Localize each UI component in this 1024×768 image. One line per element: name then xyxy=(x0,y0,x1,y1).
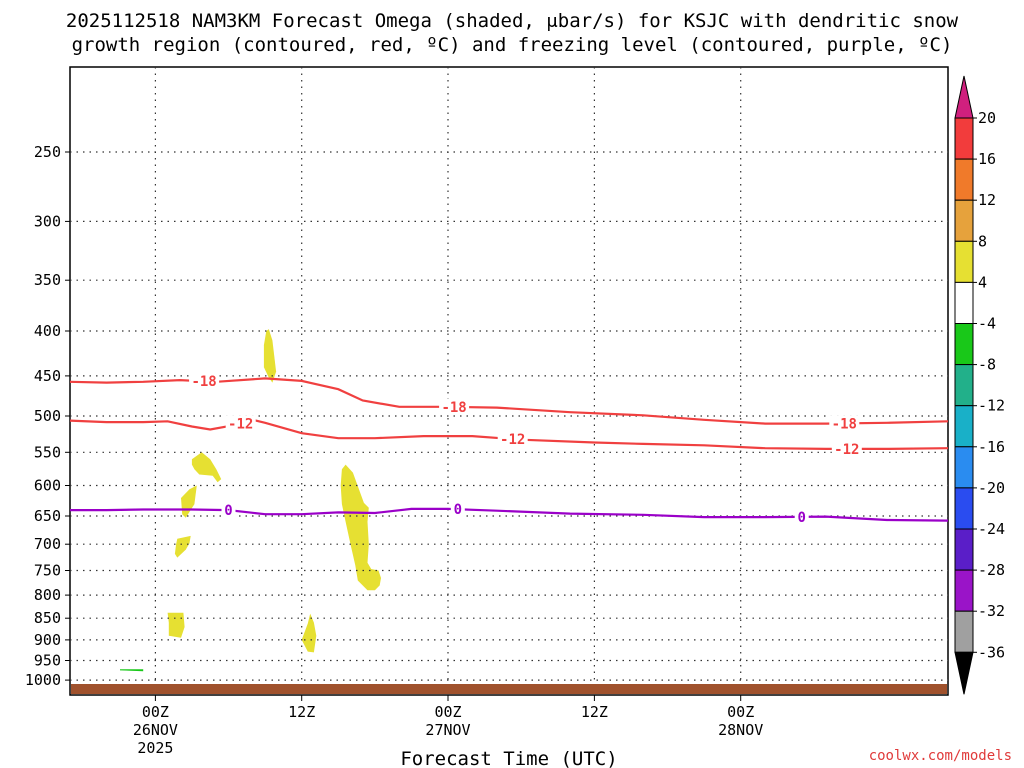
colorbar-bin-5 xyxy=(954,281,974,324)
colorbar-label-13: -32 xyxy=(978,602,1005,620)
contour-label-bg-3-1 xyxy=(221,502,236,519)
contour-line-1 xyxy=(69,377,949,425)
colorbar-bin-1 xyxy=(954,117,974,160)
colorbar-label-3: 12 xyxy=(978,191,996,209)
y-tick-label-250: 250 xyxy=(34,143,61,161)
colorbar-label-14: -36 xyxy=(978,643,1005,661)
y-tick-label-950: 950 xyxy=(34,652,61,670)
contour-label-bg-2-2 xyxy=(497,431,528,447)
colorbar-label-10: -20 xyxy=(978,479,1005,497)
contour-label-bg-3-2 xyxy=(450,501,465,518)
y-tick-label-600: 600 xyxy=(34,477,61,495)
y-tick-label-900: 900 xyxy=(34,631,61,649)
colorbar-label-6: -4 xyxy=(978,315,996,333)
colorbar-bin-13 xyxy=(954,610,974,653)
contour-label-bg-1-2 xyxy=(439,398,470,415)
contour-label-3-1: 0 xyxy=(224,503,232,519)
y-tick-label-750: 750 xyxy=(34,562,61,580)
colorbar-bin-4 xyxy=(954,240,974,283)
colorbar-bin-10 xyxy=(954,487,974,530)
omega-shade-region-3 xyxy=(340,464,381,591)
credit-text: coolwx.com/models xyxy=(869,748,1012,764)
y-tick-label-500: 500 xyxy=(34,407,61,425)
y-tick-label-650: 650 xyxy=(34,507,61,525)
colorbar-label-9: -16 xyxy=(978,438,1005,456)
x-tick-label-3: 00Z xyxy=(434,703,461,721)
colorbar-label-1: 20 xyxy=(978,109,996,127)
omega-shade-region-7 xyxy=(301,613,317,653)
colorbar-bin-9 xyxy=(954,446,974,489)
contour-label-1-2: -18 xyxy=(441,400,466,416)
x-tick-date-1: 26NOV xyxy=(133,721,178,739)
contour-label-3-3: 0 xyxy=(797,510,805,526)
colorbar-bin-11 xyxy=(954,528,974,571)
y-tick-label-550: 550 xyxy=(34,443,61,461)
y-tick-label-850: 850 xyxy=(34,609,61,627)
grid-layer xyxy=(70,67,948,695)
colorbar-arrow-bottom xyxy=(954,651,974,695)
contour-label-2-3: -12 xyxy=(834,442,859,458)
colorbar-bin-3 xyxy=(954,199,974,242)
colorbar-label-8: -12 xyxy=(978,397,1005,415)
colorbar-label-7: -8 xyxy=(978,356,996,374)
omega-shade-region-5 xyxy=(174,535,191,558)
contour-label-bg-2-1 xyxy=(225,415,256,432)
colorbar-bin-6 xyxy=(954,323,974,366)
contour-layer: -18 -18 -18 -12 -12 -12 0 0 0 xyxy=(69,373,949,526)
x-tick-date-3: 27NOV xyxy=(425,721,470,739)
colorbar-bin-7 xyxy=(954,364,974,407)
omega-shade-region-6 xyxy=(167,612,185,638)
colorbar-bin-2 xyxy=(954,158,974,201)
colorbar-label-2: 16 xyxy=(978,150,996,168)
colorbar-arrow-top xyxy=(954,75,974,119)
contour-line-2 xyxy=(69,418,949,450)
y-tick-label-300: 300 xyxy=(34,212,61,230)
chart-title-line-2: growth region (contoured, red, ºC) and f… xyxy=(71,34,953,56)
x-tick-label-2: 12Z xyxy=(288,703,315,721)
x-axis-label: Forecast Time (UTC) xyxy=(400,748,617,768)
colorbar-bin-12 xyxy=(954,569,974,612)
contour-label-2-2: -12 xyxy=(500,432,525,448)
contour-label-bg-2-3 xyxy=(831,440,862,457)
colorbar-label-4: 8 xyxy=(978,232,987,250)
x-tick-label-4: 12Z xyxy=(581,703,608,721)
y-tick-label-350: 350 xyxy=(34,271,61,289)
colorbar-label-5: 4 xyxy=(978,273,987,291)
x-tick-year-1: 2025 xyxy=(137,739,173,757)
x-tick-label-5: 00Z xyxy=(727,703,754,721)
colorbar-bin-8 xyxy=(954,405,974,448)
colorbar-label-11: -24 xyxy=(978,520,1005,538)
contour-label-3-2: 0 xyxy=(454,502,462,518)
contour-label-bg-3-3 xyxy=(794,508,809,525)
x-tick-label-1: 00Z xyxy=(142,703,169,721)
omega-shade-region-2 xyxy=(191,452,222,483)
contour-label-2-1: -12 xyxy=(228,416,253,432)
terrain-ground xyxy=(71,684,947,694)
omega-shading-layer xyxy=(120,329,381,672)
contour-line-3 xyxy=(70,507,949,522)
contour-label-1-3: -18 xyxy=(832,416,857,432)
contour-label-1-1: -18 xyxy=(191,374,216,390)
x-tick-date-5: 28NOV xyxy=(718,721,763,739)
y-tick-label-450: 450 xyxy=(34,367,61,385)
colorbar-label-12: -28 xyxy=(978,561,1005,579)
omega-shade-region-8 xyxy=(120,669,144,672)
y-axis-ticks: 250 300 350 400 450 500 550 600 650 700 750 800 850 9… xyxy=(25,143,70,689)
contour-label-bg-1-1 xyxy=(189,373,220,390)
chart-title-line-1: 2025112518 NAM3KM Forecast Omega (shaded… xyxy=(65,10,959,32)
y-tick-label-400: 400 xyxy=(34,322,61,340)
y-tick-label-800: 800 xyxy=(34,586,61,604)
omega-shade-region-1 xyxy=(263,329,277,383)
contour-label-bg-1-3 xyxy=(829,415,860,432)
colorbar: 20 16 12 8 4 -4 -8 -12 -16 -20 -24 -28 -32 -36 xyxy=(954,75,1005,695)
y-tick-label-1000: 1000 xyxy=(25,671,61,689)
y-tick-label-700: 700 xyxy=(34,535,61,553)
